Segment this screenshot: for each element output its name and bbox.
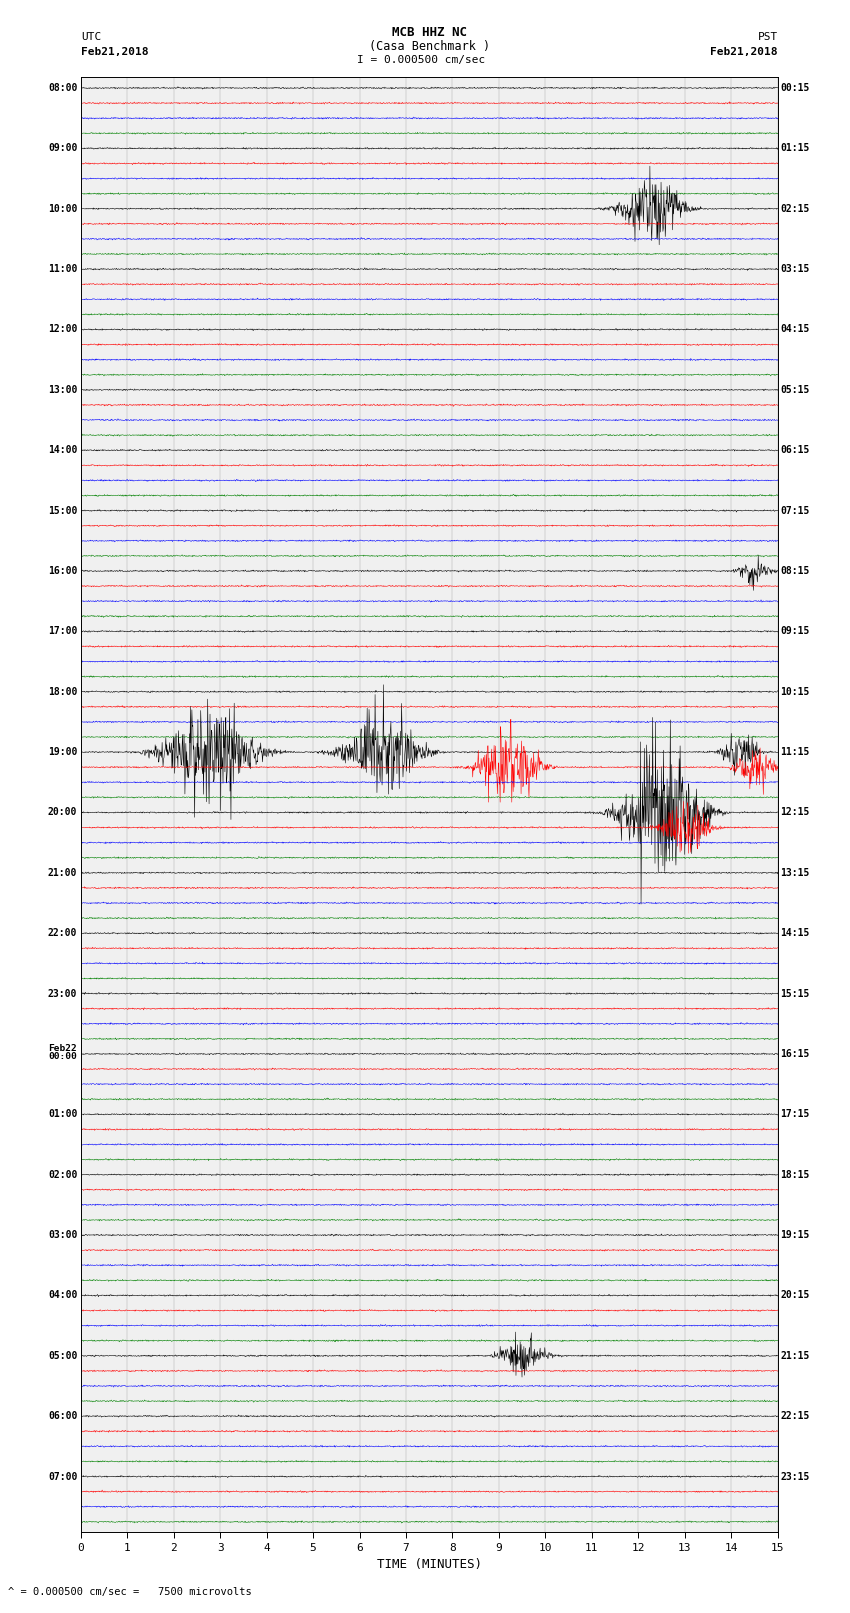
Text: 19:15: 19:15 [780,1231,810,1240]
Text: ^ = 0.000500 cm/sec =   7500 microvolts: ^ = 0.000500 cm/sec = 7500 microvolts [8,1587,252,1597]
Text: UTC: UTC [81,32,101,42]
Text: 02:00: 02:00 [48,1169,77,1179]
Text: 13:15: 13:15 [780,868,810,877]
Text: 07:15: 07:15 [780,505,810,516]
Text: 16:15: 16:15 [780,1048,810,1058]
Text: 00:00: 00:00 [48,1052,77,1061]
Text: 03:15: 03:15 [780,265,810,274]
Text: 15:15: 15:15 [780,989,810,998]
Text: 16:00: 16:00 [48,566,77,576]
Text: 08:00: 08:00 [48,82,77,94]
Text: PST: PST [757,32,778,42]
Text: 10:15: 10:15 [780,687,810,697]
Text: MCB HHZ NC: MCB HHZ NC [392,26,467,39]
Text: 06:15: 06:15 [780,445,810,455]
Text: 20:00: 20:00 [48,808,77,818]
Text: 04:00: 04:00 [48,1290,77,1300]
Text: 18:00: 18:00 [48,687,77,697]
Text: 14:00: 14:00 [48,445,77,455]
Text: 00:15: 00:15 [780,82,810,94]
Text: 23:15: 23:15 [780,1471,810,1481]
Text: 15:00: 15:00 [48,505,77,516]
Text: 04:15: 04:15 [780,324,810,334]
Text: (Casa Benchmark ): (Casa Benchmark ) [369,40,490,53]
Text: 21:00: 21:00 [48,868,77,877]
Text: Feb21,2018: Feb21,2018 [711,47,778,56]
Text: 05:15: 05:15 [780,386,810,395]
X-axis label: TIME (MINUTES): TIME (MINUTES) [377,1558,482,1571]
Text: 08:15: 08:15 [780,566,810,576]
Text: 01:00: 01:00 [48,1110,77,1119]
Text: 18:15: 18:15 [780,1169,810,1179]
Text: 17:00: 17:00 [48,626,77,636]
Text: Feb21,2018: Feb21,2018 [81,47,148,56]
Text: 09:15: 09:15 [780,626,810,636]
Text: 10:00: 10:00 [48,203,77,215]
Text: Feb22: Feb22 [48,1044,77,1053]
Text: 13:00: 13:00 [48,386,77,395]
Text: 19:00: 19:00 [48,747,77,756]
Text: 20:15: 20:15 [780,1290,810,1300]
Text: 12:00: 12:00 [48,324,77,334]
Text: 05:00: 05:00 [48,1350,77,1361]
Text: 03:00: 03:00 [48,1231,77,1240]
Text: 07:00: 07:00 [48,1471,77,1481]
Text: 14:15: 14:15 [780,927,810,939]
Text: 22:15: 22:15 [780,1411,810,1421]
Text: 11:00: 11:00 [48,265,77,274]
Text: 11:15: 11:15 [780,747,810,756]
Text: 17:15: 17:15 [780,1110,810,1119]
Text: 23:00: 23:00 [48,989,77,998]
Text: 21:15: 21:15 [780,1350,810,1361]
Text: I = 0.000500 cm/sec: I = 0.000500 cm/sec [357,55,484,65]
Text: 02:15: 02:15 [780,203,810,215]
Text: 01:15: 01:15 [780,144,810,153]
Text: 22:00: 22:00 [48,927,77,939]
Text: 06:00: 06:00 [48,1411,77,1421]
Text: 09:00: 09:00 [48,144,77,153]
Text: 12:15: 12:15 [780,808,810,818]
